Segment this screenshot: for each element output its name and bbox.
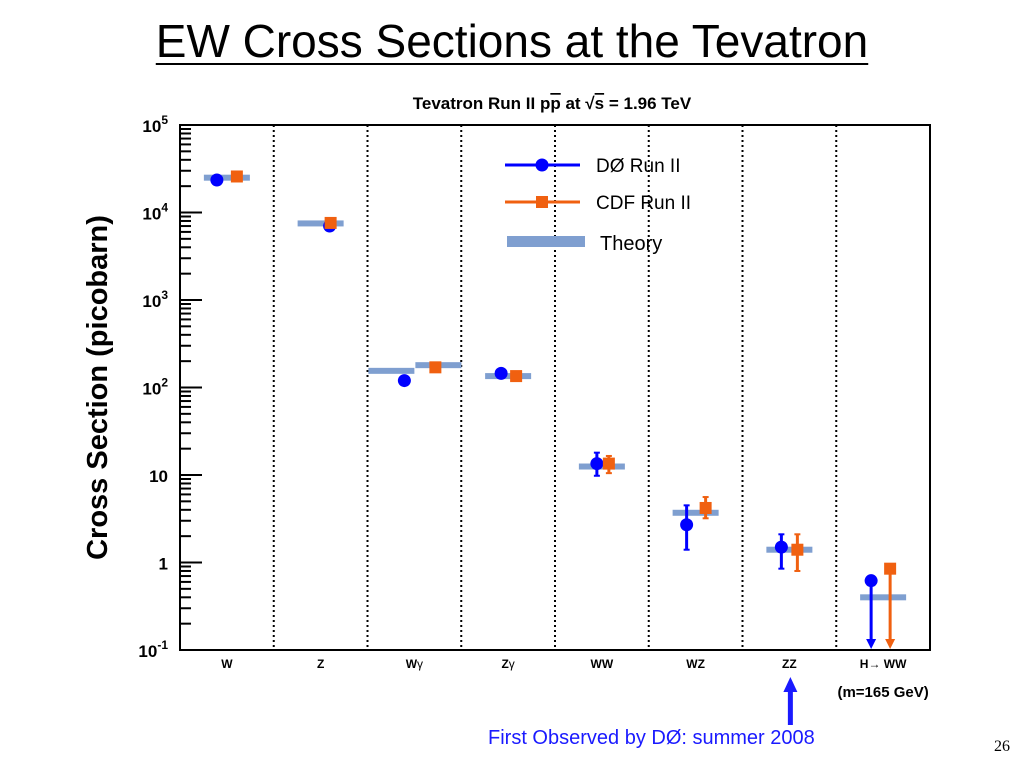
theory-band xyxy=(766,546,813,553)
data-point-d0 xyxy=(864,574,878,588)
theory-band xyxy=(672,509,719,516)
legend-band-theory xyxy=(507,236,585,247)
y-tick-label: 104 xyxy=(142,201,168,224)
upper-limit-arrow xyxy=(866,639,877,649)
y-tick-label: 105 xyxy=(142,113,168,136)
data-point-d0 xyxy=(494,366,508,380)
data-point-cdf xyxy=(699,501,712,514)
annotation-arrow-head xyxy=(783,677,798,692)
x-category-label: ZZ xyxy=(782,657,797,671)
y-tick-label: 10 xyxy=(149,467,168,486)
data-point-d0 xyxy=(680,518,694,532)
y-axis-label: Cross Section (picobarn) xyxy=(82,215,114,560)
x-category-label: Z xyxy=(317,657,324,671)
data-point-d0 xyxy=(590,457,604,471)
data-point-cdf xyxy=(791,543,804,556)
x-category-label: H→ WW xyxy=(860,657,907,671)
legend-marker-cdf xyxy=(536,196,548,208)
data-point-cdf xyxy=(884,562,897,575)
data-point-d0 xyxy=(397,374,411,388)
data-point-cdf xyxy=(324,216,337,229)
x-category-note: (m=165 GeV) xyxy=(837,684,928,701)
y-tick-label: 1 xyxy=(159,555,168,574)
theory-band xyxy=(203,174,250,181)
legend-label-cdf: CDF Run II xyxy=(596,193,691,214)
x-category-label: WZ xyxy=(686,657,705,671)
data-point-d0 xyxy=(774,540,788,554)
theory-band xyxy=(860,594,907,601)
x-category-label: W xyxy=(221,657,233,671)
x-category-label: WW xyxy=(591,657,614,671)
theory-band xyxy=(297,220,344,227)
data-point-d0 xyxy=(210,173,224,187)
y-tick-label: 102 xyxy=(142,376,168,399)
data-point-cdf xyxy=(510,370,523,383)
slide-title: EW Cross Sections at the Tevatron xyxy=(155,15,869,67)
x-category-label: Zγ xyxy=(501,657,514,671)
theory-band xyxy=(485,373,532,380)
page-number: 26 xyxy=(994,738,1010,755)
chart-title: Tevatron Run II pp at √s = 1.96 TeV xyxy=(413,94,692,113)
data-point-cdf xyxy=(429,361,442,374)
x-category-label: Wγ xyxy=(406,657,423,671)
legend-marker-d0 xyxy=(535,158,549,172)
first-observed-annotation: First Observed by DØ: summer 2008 xyxy=(488,727,815,749)
y-tick-label: 103 xyxy=(142,288,168,311)
data-point-cdf xyxy=(602,457,615,470)
y-tick-label: 10-1 xyxy=(138,638,168,661)
legend-label-theory: Theory xyxy=(600,233,662,255)
upper-limit-arrow xyxy=(885,639,896,649)
theory-band xyxy=(368,367,415,374)
legend-label-d0: DØ Run II xyxy=(596,156,680,177)
data-point-cdf xyxy=(230,170,243,183)
